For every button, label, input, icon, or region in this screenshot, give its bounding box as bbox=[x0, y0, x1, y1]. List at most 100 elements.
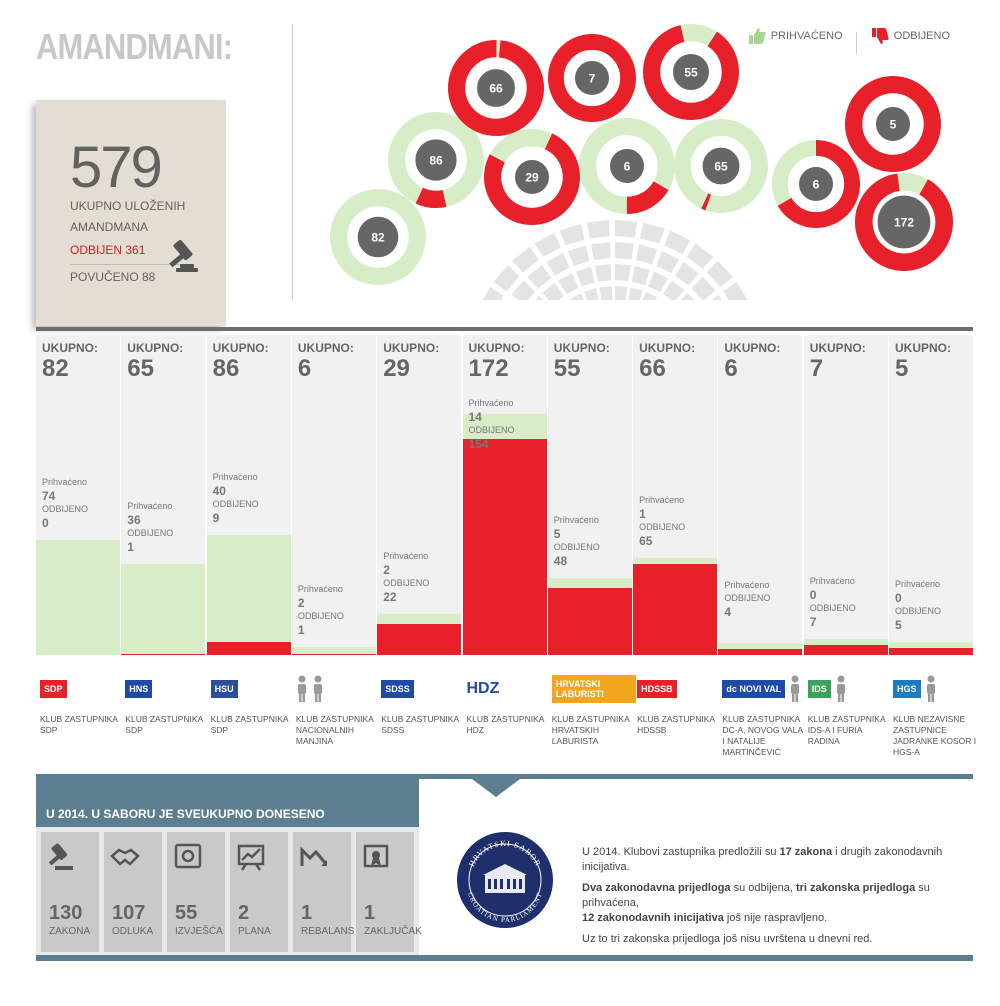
donut-value: 5 bbox=[890, 118, 897, 132]
note-2-d: su prihvaćena, bbox=[582, 882, 930, 909]
bar-accepted bbox=[803, 639, 888, 646]
accepted-value: 1 bbox=[639, 507, 646, 521]
total-label: UKUPNO: bbox=[127, 341, 184, 355]
total-label: UKUPNO: bbox=[383, 341, 440, 355]
seat-block bbox=[595, 264, 612, 282]
parliament-seats-graphic bbox=[482, 220, 748, 300]
seat-block bbox=[559, 223, 585, 246]
club-logo-text: HRVATSKI LABURISTI bbox=[551, 675, 636, 703]
note-2: Dva zakonodavna prijedloga su odbijena, … bbox=[582, 881, 982, 926]
seat-block bbox=[642, 291, 658, 300]
club-label: HSU KLUB ZASTUPNIKA SDP bbox=[210, 672, 295, 736]
rejected-label: ODBIJENO bbox=[212, 498, 259, 509]
rejected-value: 9 bbox=[212, 510, 220, 525]
club-label: dc NOVI VAL KLUB ZASTUPNIKA DC-A, NOVOG V… bbox=[722, 672, 806, 758]
rejected-label: ODBIJENO bbox=[468, 425, 515, 435]
person-icon bbox=[297, 675, 306, 702]
seat-block bbox=[569, 293, 584, 300]
seat-block bbox=[584, 288, 599, 300]
legend-accepted: PRIHVAĆENO bbox=[747, 26, 843, 46]
donut-center bbox=[573, 59, 611, 97]
club-logo-text: HDZ bbox=[466, 680, 500, 697]
donut-value: 7 bbox=[589, 72, 596, 86]
donut: 66 bbox=[448, 39, 545, 137]
total-label: UKUPNO: bbox=[42, 341, 98, 355]
bar-column: UKUPNO: 6 Prihvaćeno ODBIJENO 4 bbox=[718, 335, 803, 655]
thumbs-down-icon bbox=[871, 28, 889, 44]
seat-block bbox=[511, 280, 536, 300]
stat-number: 2 bbox=[238, 902, 250, 924]
club-logo-text: SDP bbox=[40, 680, 67, 698]
stat-unit: ZAKONA bbox=[49, 926, 91, 937]
handshake-icon bbox=[110, 848, 140, 866]
legend: PRIHVAĆENO ODBIJENO bbox=[747, 26, 950, 55]
rejected-label: ODBIJENO bbox=[297, 610, 344, 621]
club-logo: SDP bbox=[40, 672, 124, 706]
donut-center bbox=[670, 51, 712, 93]
rejected-label: ODBIJENO bbox=[895, 606, 942, 616]
total-value: 6 bbox=[297, 355, 312, 382]
donut-center bbox=[797, 165, 835, 203]
seat-block bbox=[636, 244, 658, 265]
accepted-value: 14 bbox=[468, 410, 482, 424]
club-label: KLUB ZASTUPNIKA NACIONALNIH MANJINA bbox=[296, 672, 380, 747]
parliament-emblem: HRVATSKI SABOR CROATIAN PARLIAMENT bbox=[457, 832, 553, 928]
note-2-b: su odbijena, bbox=[730, 882, 796, 894]
seat-block bbox=[711, 294, 722, 300]
stat-unit: REBALANS bbox=[301, 926, 355, 937]
stats-panel: 130 ZAKONA 107 ODLUKA 55 IZVJEŠĆA 2 PLANA 1 REBAL… bbox=[36, 827, 422, 957]
club-logo: HSU bbox=[210, 672, 295, 706]
bar-column: UKUPNO: 29 Prihvaćeno 2 ODBIJENO 22 bbox=[377, 335, 462, 655]
bar-info: Prihvaćeno 40 ODBIJENO 9 bbox=[213, 471, 259, 525]
rejected-label: ODBIJENO bbox=[553, 542, 600, 552]
club-logo: HDZ bbox=[467, 672, 551, 706]
seat-block bbox=[534, 232, 561, 257]
stat-tile: 130 ZAKONA bbox=[41, 832, 99, 952]
club-logo-text: HGS bbox=[893, 680, 921, 698]
donut-value: 82 bbox=[371, 231, 385, 245]
donut-center bbox=[475, 67, 517, 109]
total-label: UKUPNO: bbox=[809, 341, 866, 355]
note-2-f: još nije raspravljeno. bbox=[723, 912, 828, 924]
stat-number: 55 bbox=[175, 902, 198, 924]
stat-unit: ZAKLJUČAK bbox=[364, 926, 422, 937]
seat-block bbox=[575, 266, 595, 287]
stats-title: U 2014. U SABORU JE SVEUKUPNO DONESENO bbox=[46, 807, 325, 821]
donut-rejected-arc bbox=[771, 140, 861, 229]
bar-rejected bbox=[718, 649, 803, 655]
legend-accepted-label: PRIHVAĆENO bbox=[770, 30, 843, 42]
total-value: 5 bbox=[895, 355, 909, 382]
rejected-label: ODBIJENO bbox=[724, 593, 771, 604]
bar-rejected bbox=[547, 587, 632, 655]
seat-block bbox=[507, 299, 510, 300]
club-name: KLUB ZASTUPNIKA SDP bbox=[125, 714, 203, 735]
donut-value: 6 bbox=[813, 178, 820, 192]
seat-block bbox=[640, 222, 665, 244]
total-amendments: 579 bbox=[70, 135, 163, 200]
seat-block bbox=[535, 295, 544, 300]
total-value: 6 bbox=[724, 355, 738, 382]
stat-number: 130 bbox=[49, 902, 83, 924]
accepted-value: 74 bbox=[42, 489, 56, 504]
seat-block bbox=[615, 220, 638, 238]
accepted-value: 0 bbox=[895, 591, 902, 605]
club-name: KLUB ZASTUPNIKA SDP bbox=[210, 714, 289, 735]
total-value: 29 bbox=[383, 355, 410, 382]
donut-center bbox=[875, 193, 933, 251]
footer-rule bbox=[36, 955, 973, 961]
bar-accepted bbox=[718, 643, 803, 650]
club-logo-text: dc NOVI VAL bbox=[722, 680, 786, 698]
accepted-label: Prihvaćeno bbox=[383, 551, 429, 562]
bar-column: UKUPNO: 86 Prihvaćeno 40 ODBIJENO 9 bbox=[206, 335, 291, 655]
seat-block bbox=[590, 242, 611, 260]
club-logo-text: HSU bbox=[210, 680, 238, 698]
donut-center bbox=[874, 105, 912, 143]
vertical-divider bbox=[292, 24, 293, 299]
club-label: SDSS KLUB ZASTUPNIKA SDSS bbox=[381, 672, 465, 736]
total-value: 86 bbox=[212, 355, 240, 382]
total-value: 7 bbox=[809, 355, 824, 382]
legend-rejected-label: ODBIJENO bbox=[893, 30, 950, 42]
accepted-value: 40 bbox=[212, 483, 226, 498]
bar-column: UKUPNO: 55 Prihvaćeno 5 ODBIJENO 48 bbox=[547, 335, 632, 655]
